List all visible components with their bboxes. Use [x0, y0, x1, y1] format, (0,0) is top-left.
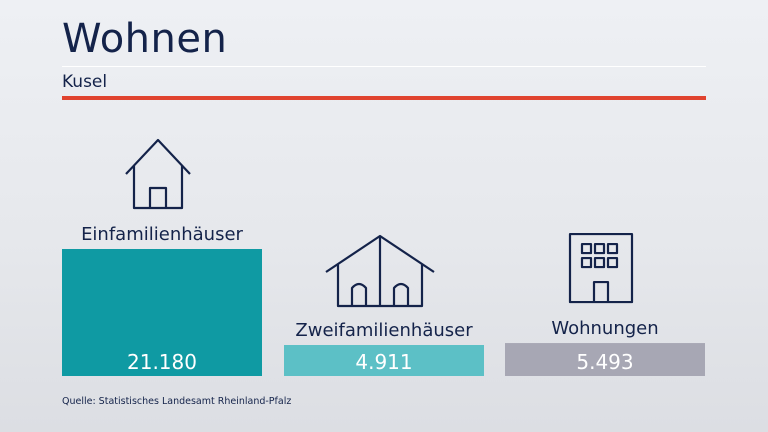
- apartment-building-icon: [568, 232, 634, 304]
- bar-1: [62, 249, 262, 376]
- bar-2: [284, 345, 484, 376]
- source-note: Quelle: Statistisches Landesamt Rheinlan…: [62, 396, 292, 407]
- bar-3: [505, 343, 705, 376]
- category-label-1: Einfamilienhäuser: [81, 224, 243, 245]
- two-family-house-icon: [325, 234, 435, 308]
- title-divider: [62, 66, 706, 67]
- category-label-3: Wohnungen: [551, 318, 658, 339]
- single-house-icon: [125, 138, 191, 210]
- value-label-1: 21.180: [127, 350, 197, 374]
- value-label-3: 5.493: [576, 350, 633, 374]
- value-label-2: 4.911: [355, 350, 412, 374]
- page-subtitle: Kusel: [62, 72, 108, 92]
- accent-divider: [62, 96, 706, 100]
- category-label-2: Zweifamilienhäuser: [295, 320, 473, 341]
- page-title: Wohnen: [62, 16, 228, 62]
